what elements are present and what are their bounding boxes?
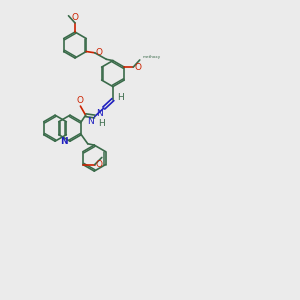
Text: O: O (96, 48, 103, 57)
Text: H: H (98, 119, 104, 128)
Text: N: N (60, 137, 68, 146)
Text: H: H (117, 93, 124, 102)
Text: O: O (96, 160, 103, 169)
Text: O: O (71, 13, 79, 22)
Text: O: O (77, 96, 84, 105)
Text: N: N (87, 118, 94, 127)
Text: O: O (134, 63, 141, 72)
Text: N: N (96, 109, 103, 118)
Text: methoxy: methoxy (143, 55, 161, 59)
